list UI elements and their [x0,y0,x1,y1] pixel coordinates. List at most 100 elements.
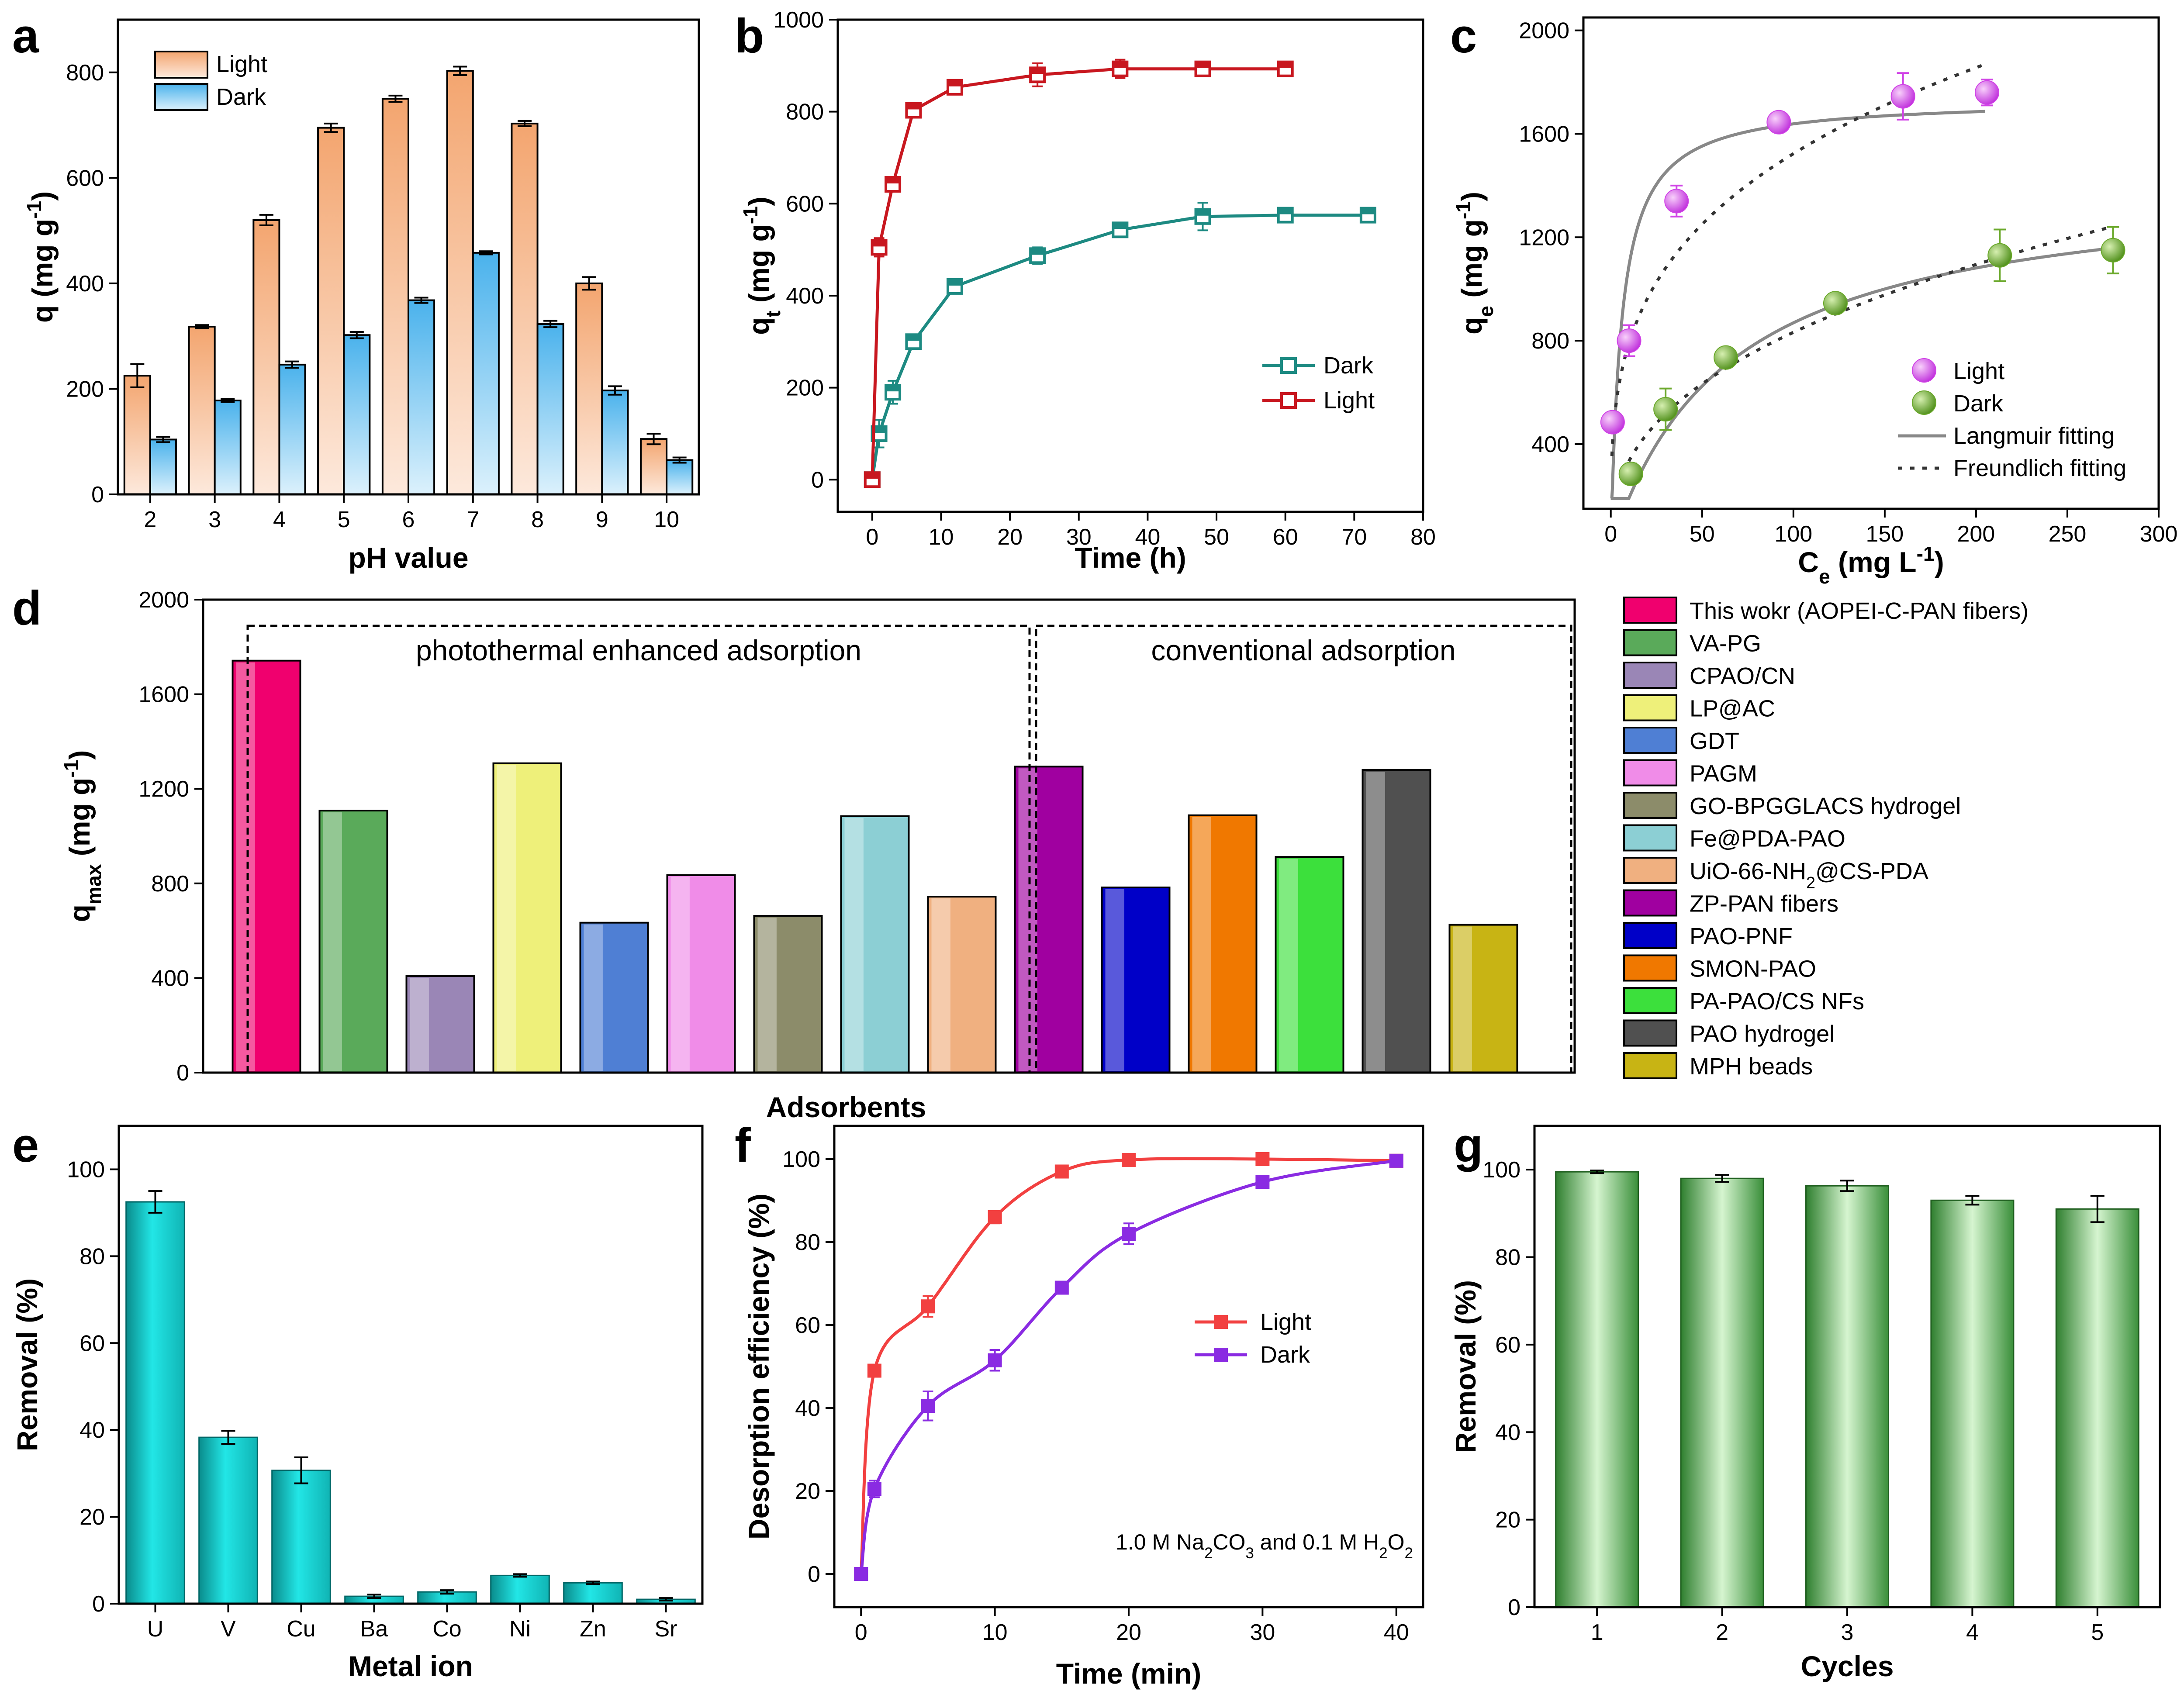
x-tick-label: 100 [1774,521,1812,547]
label-part: ) [1935,546,1944,578]
y-tick-label: 80 [79,1244,105,1269]
bar-highlight [323,812,342,1071]
label-part: VA-PG [1690,631,1761,657]
data-point-fill [1278,62,1292,68]
y-tick-label: 400 [786,283,824,309]
y-tick-label: 20 [795,1479,820,1504]
y-axis-label: Removal (%) [1449,1280,1482,1453]
data-point-fill [906,103,921,110]
series-line-dark [871,214,1368,480]
data-point [1122,1153,1136,1167]
legend-swatch [1623,987,1677,1014]
bar-adsorbent [753,915,823,1074]
x-tick-label: 50 [1204,525,1229,550]
label-part: (mg g [63,778,96,864]
bar-cycle [1680,1177,1764,1608]
legend-label: Dark [1260,1342,1310,1368]
y-tick-label: 60 [1495,1332,1521,1358]
legend-label: GO-BPGGLACS hydrogel [1690,793,1961,819]
bar-highlight [584,924,603,1071]
label-part: PAGM [1690,761,1757,787]
legend-label: PAO-PNF [1690,923,1793,949]
y-axis-label: q (mg g-1) [23,191,59,323]
label-part: Removal (%) [1449,1280,1482,1453]
data-point [1389,1153,1403,1168]
bar-removal [125,1201,185,1605]
y-tick-label: 100 [782,1147,820,1172]
x-category-label: 9 [596,507,608,532]
y-tick-label: 20 [79,1505,105,1530]
x-category-label: 2 [144,507,156,532]
data-point-fill [948,279,962,286]
label-part: q (mg g [26,219,59,323]
bar-light [511,122,539,495]
y-axis-label: Removal (%) [11,1278,43,1451]
label-part: @CS-PDA [1815,858,1928,884]
x-tick-label: 300 [2140,521,2178,547]
plot-frame [117,1125,704,1605]
data-point [1255,1175,1270,1189]
x-tick-label: 200 [1957,521,1995,547]
bar-removal [490,1574,550,1605]
x-category-label: 2 [1716,1620,1728,1645]
x-tick-label: 150 [1866,521,1904,547]
x-tick-label: 30 [1250,1620,1275,1645]
bar-highlight [1279,859,1298,1071]
x-category-label: Co [432,1616,461,1642]
plot-frame [1582,16,2160,510]
y-tick-label: 200 [66,376,104,402]
data-point-fill [1361,208,1375,214]
x-axis-label: pH value [348,542,468,574]
label-part: 2 [1379,1545,1387,1562]
legend-label: PA-PAO/CS NFs [1690,988,1864,1015]
bar-light [640,438,668,496]
bar-light [446,70,474,496]
data-point [921,1299,935,1314]
bar-highlight [1366,771,1385,1071]
x-tick-label: 0 [855,1620,867,1645]
label-part: Desorption efficiency (%) [743,1194,775,1539]
bar-removal [271,1470,331,1605]
plot-frame [117,18,700,496]
y-axis-label: qt (mg g-1) [739,197,784,335]
y-tick-label: 80 [1495,1245,1521,1270]
legend-swatch [1623,597,1677,624]
bar-adsorbent [1101,887,1171,1073]
y-tick-label: 1200 [138,777,189,802]
y-tick-label: 40 [795,1396,820,1421]
label-part: ZP-PAN fibers [1690,891,1838,917]
y-tick-label: 400 [1531,432,1569,457]
legend-marker [1912,390,1936,415]
label-part: e [1475,306,1497,317]
label-part: and 0.1 M H [1254,1530,1379,1554]
legend-swatch [1623,629,1677,656]
label-part: max [83,864,105,904]
label-part: PAO-PNF [1690,923,1793,949]
bar-cycle [1555,1171,1639,1608]
bar-highlight [670,877,690,1071]
bar-light [575,282,603,496]
label-part: LP@AC [1690,696,1775,722]
legend-swatch [1623,954,1677,982]
bar-highlight [844,818,864,1071]
data-point [1617,328,1641,353]
label-part: 2 [1806,874,1815,892]
legend-swatch-dark [154,83,208,111]
legend-swatch [1623,792,1677,819]
data-point [867,1363,881,1378]
y-tick-label: 800 [151,871,189,897]
legend-marker [1280,357,1297,374]
label-part: ) [26,191,59,201]
legend-swatch [1623,1019,1677,1047]
bar-highlight [1453,926,1472,1071]
bar-dark [214,400,242,496]
plot-frame [1533,1125,2161,1608]
legend-label-light: Light [216,51,267,77]
x-category-label: V [221,1616,236,1642]
data-point-fill [865,473,879,479]
label-part: -1 [23,201,45,219]
bar-cycle [2055,1208,2139,1608]
bar-dark [666,459,694,495]
label-part: (mg g [743,224,775,311]
